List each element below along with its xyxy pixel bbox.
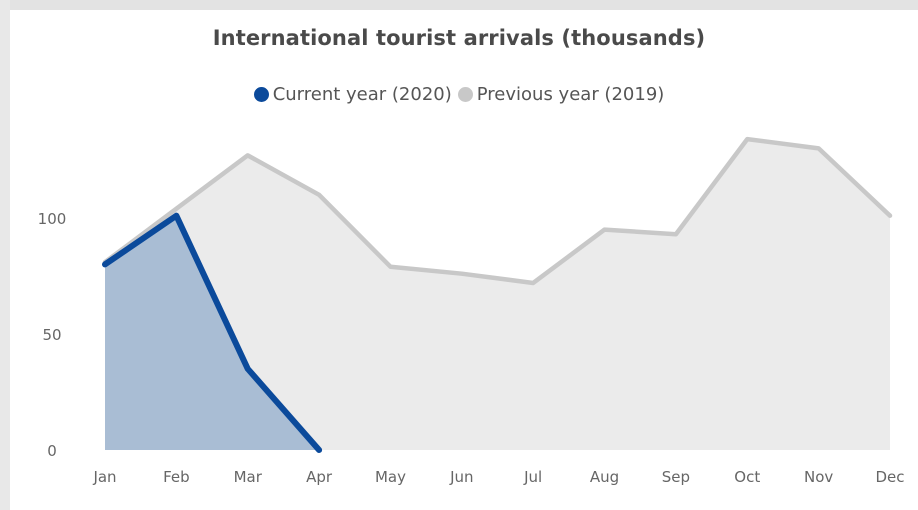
x-tick-label-oct: Oct — [734, 468, 760, 486]
legend: Current year (2020) Previous year (2019) — [0, 84, 918, 105]
x-tick-label-mar: Mar — [234, 468, 263, 486]
x-tick-label-jul: Jul — [523, 468, 542, 486]
top-border — [0, 0, 918, 10]
y-tick-label: 50 — [42, 326, 61, 344]
x-tick-label-sep: Sep — [662, 468, 690, 486]
x-tick-label-nov: Nov — [804, 468, 833, 486]
left-border — [0, 0, 10, 510]
series-line-current — [102, 212, 323, 453]
legend-item-current[interactable]: Current year (2020) — [253, 84, 452, 105]
x-tick-label-dec: Dec — [875, 468, 904, 486]
x-tick-label-feb: Feb — [163, 468, 190, 486]
legend-marker-previous — [457, 87, 473, 102]
y-tick-label: 0 — [47, 442, 57, 460]
series-line-previous — [102, 136, 893, 286]
legend-label-previous: Previous year (2019) — [476, 84, 665, 105]
x-tick-label-apr: Apr — [306, 468, 333, 486]
series-area-previous — [105, 139, 890, 450]
legend-item-previous[interactable]: Previous year (2019) — [457, 84, 665, 105]
y-tick-label: 100 — [38, 210, 67, 228]
x-tick-label-jan: Jan — [92, 468, 116, 486]
x-tick-label-jun: Jun — [449, 468, 473, 486]
legend-marker-current — [253, 87, 269, 102]
x-tick-label-aug: Aug — [590, 468, 619, 486]
chart-title: International tourist arrivals (thousand… — [212, 26, 706, 50]
legend-label-current: Current year (2020) — [272, 84, 452, 105]
x-tick-label-may: May — [375, 468, 406, 486]
